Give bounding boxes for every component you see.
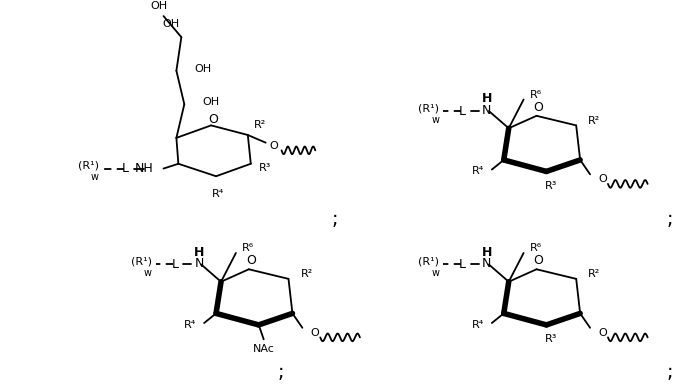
Text: O: O	[269, 142, 278, 151]
Text: O: O	[246, 254, 256, 267]
Text: R⁶: R⁶	[529, 243, 542, 253]
Text: R²: R²	[588, 269, 600, 279]
Text: (R¹): (R¹)	[418, 103, 439, 113]
Text: L: L	[171, 258, 178, 271]
Text: R⁶: R⁶	[242, 243, 254, 253]
Text: R²: R²	[588, 116, 600, 126]
Text: R²: R²	[301, 269, 312, 279]
Text: N: N	[482, 257, 491, 270]
Text: N: N	[482, 104, 491, 117]
Text: ;: ;	[332, 210, 338, 229]
Text: NH: NH	[135, 162, 154, 175]
Text: R⁴: R⁴	[184, 320, 196, 330]
Text: O: O	[598, 328, 607, 337]
Text: R⁴: R⁴	[472, 167, 484, 176]
Text: ;: ;	[278, 363, 284, 382]
Text: NAc: NAc	[253, 344, 275, 354]
Text: N: N	[194, 257, 204, 270]
Text: ;: ;	[666, 363, 672, 382]
Text: (R¹): (R¹)	[131, 256, 152, 267]
Text: L: L	[459, 104, 466, 118]
Text: O: O	[533, 100, 543, 114]
Text: H: H	[482, 92, 492, 105]
Text: O: O	[310, 328, 319, 337]
Text: OH: OH	[150, 2, 167, 11]
Text: H: H	[482, 246, 492, 258]
Text: R⁶: R⁶	[529, 90, 542, 100]
Text: w: w	[143, 268, 152, 278]
Text: O: O	[208, 113, 218, 126]
Text: R²: R²	[254, 120, 266, 130]
Text: O: O	[598, 174, 607, 184]
Text: R³: R³	[545, 181, 558, 191]
Text: L: L	[122, 162, 129, 175]
Text: R³: R³	[545, 334, 558, 344]
Text: L: L	[459, 258, 466, 271]
Text: w: w	[431, 115, 439, 125]
Text: R⁴: R⁴	[472, 320, 484, 330]
Text: R⁴: R⁴	[212, 188, 224, 199]
Text: w: w	[431, 268, 439, 278]
Text: OH: OH	[194, 64, 211, 74]
Text: H: H	[194, 246, 204, 258]
Text: (R¹): (R¹)	[78, 161, 99, 171]
Text: O: O	[533, 254, 543, 267]
Text: (R¹): (R¹)	[418, 256, 439, 267]
Text: R³: R³	[259, 163, 271, 172]
Text: w: w	[91, 172, 99, 182]
Text: OH: OH	[163, 19, 180, 29]
Text: OH: OH	[202, 97, 219, 108]
Text: ;: ;	[666, 210, 672, 229]
